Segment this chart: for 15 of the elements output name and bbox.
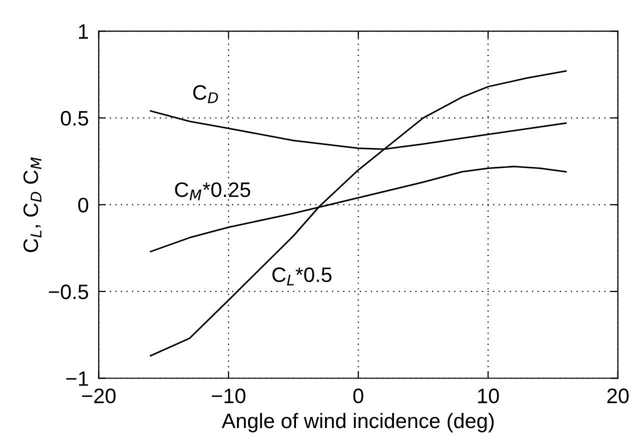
x-tick-label: 0 bbox=[353, 388, 364, 404]
y-tick-label: −0.5 bbox=[48, 284, 88, 300]
x-axis-title: Angle of wind incidence (deg) bbox=[222, 412, 494, 432]
y-tick-label: 0.5 bbox=[60, 110, 88, 126]
y-axis-title: C$_{L}$, C$_{D}$ C$_{M}$ bbox=[23, 157, 42, 252]
y-tick-label: 1 bbox=[79, 24, 88, 39]
y-tick-label: −1 bbox=[66, 371, 88, 386]
series-label: C$_{D}$ bbox=[193, 85, 218, 104]
x-tick-label: −10 bbox=[212, 388, 246, 404]
x-tick-label: 20 bbox=[607, 388, 629, 404]
series-label: C$_{L}$*0.5 bbox=[272, 267, 332, 286]
x-tick-label: −20 bbox=[82, 388, 116, 404]
x-tick-label: 10 bbox=[478, 388, 499, 404]
series-label: C$_{M}$*0.25 bbox=[175, 182, 250, 200]
y-tick-label: 0 bbox=[78, 198, 88, 212]
